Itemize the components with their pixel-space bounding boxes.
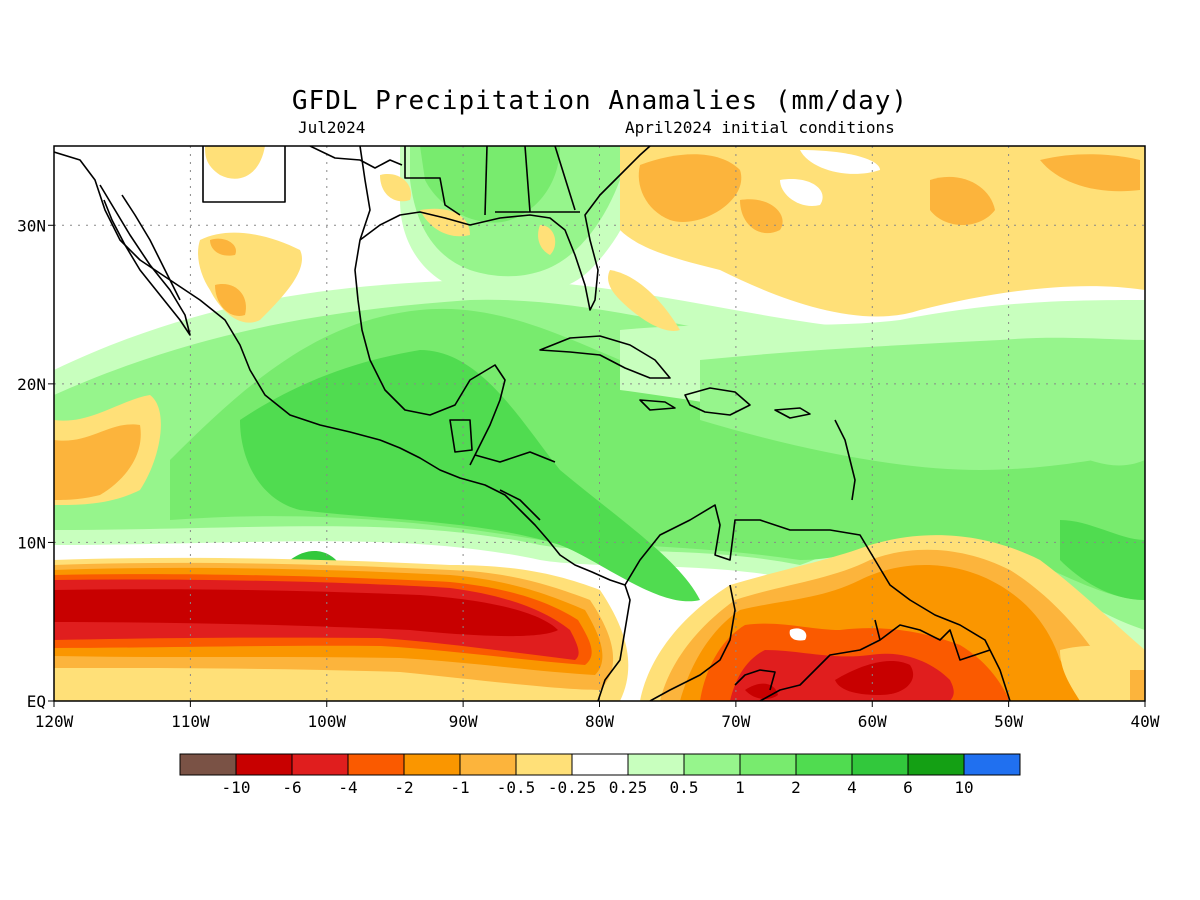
lon-tick-label: 50W (994, 712, 1023, 731)
lon-tick-label: 90W (449, 712, 478, 731)
colorbar-swatch (403, 753, 461, 776)
colorbar-swatch (851, 753, 909, 776)
forecast-month: Jul2024 (298, 118, 366, 137)
colorbar-label: -0.5 (497, 778, 536, 797)
lon-tick-label: 40W (1131, 712, 1160, 731)
colorbar-swatch (179, 753, 237, 776)
colorbar-swatch (515, 753, 573, 776)
colorbar-swatch (291, 753, 349, 776)
lat-tick-label: 30N (17, 216, 46, 235)
colorbar-swatch (627, 753, 685, 776)
lat-tick-label: EQ (27, 692, 46, 711)
colorbar-swatch (739, 753, 797, 776)
anomaly-field (54, 146, 1145, 701)
lon-tick-label: 70W (721, 712, 750, 731)
lon-tick-label: 120W (35, 712, 74, 731)
lat-tick-label: 10N (17, 533, 46, 552)
colorbar-swatch (795, 753, 853, 776)
colorbar-label: -1 (450, 778, 469, 797)
lat-tick-label: 20N (17, 375, 46, 394)
colorbar-label: 4 (847, 778, 857, 797)
coastlines (54, 146, 1011, 701)
graticule (54, 146, 1145, 701)
colorbar-swatch (683, 753, 741, 776)
colorbar-label: 2 (791, 778, 801, 797)
colorbar-label: -0.25 (548, 778, 596, 797)
colorbar-swatch (347, 753, 405, 776)
colorbar-label: -6 (282, 778, 301, 797)
colorbar-swatch (571, 753, 629, 776)
colorbar-swatch (235, 753, 293, 776)
colorbar-label: -2 (394, 778, 413, 797)
colorbar-swatch (963, 753, 1021, 776)
chart-title: GFDL Precipitation Anamalies (mm/day) (291, 86, 909, 116)
initial-conditions: April2024 initial conditions (625, 118, 895, 137)
colorbar-label: -10 (222, 778, 251, 797)
colorbar-label: -4 (338, 778, 357, 797)
colorbar-swatch (907, 753, 965, 776)
colorbar-label: 6 (903, 778, 913, 797)
colorbar-label: 0.5 (670, 778, 699, 797)
lon-tick-label: 80W (585, 712, 614, 731)
colorbar-label: 10 (954, 778, 973, 797)
axis-ticks: 120W 110W 100W 90W 80W 70W 60W 50W 40W EQ 10N 20N 30… (17, 216, 1160, 731)
colorbar: -10 -6 -4 -2 -1 -0.5 -0.25 0.25 0.5 1 2 4 6 10 (179, 753, 1021, 797)
colorbar-label: 1 (735, 778, 745, 797)
lon-tick-label: 100W (307, 712, 346, 731)
lon-tick-label: 60W (858, 712, 887, 731)
colorbar-swatch (459, 753, 517, 776)
colorbar-label: 0.25 (609, 778, 648, 797)
lon-tick-label: 110W (171, 712, 210, 731)
